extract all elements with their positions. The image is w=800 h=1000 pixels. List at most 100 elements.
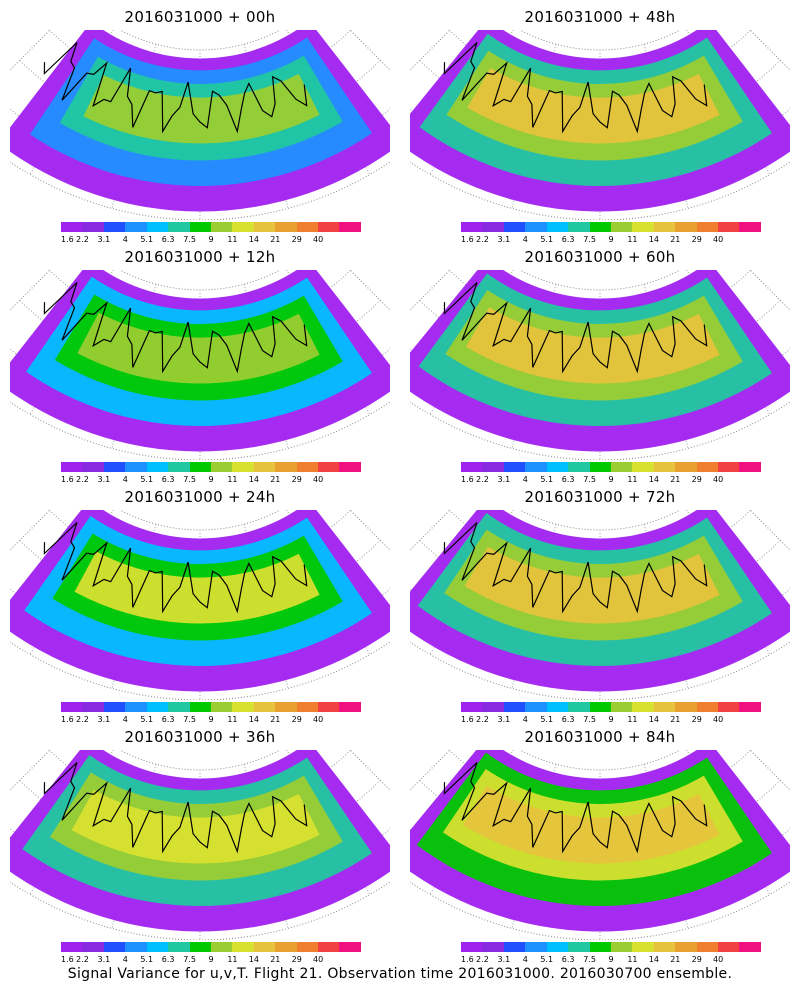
colorbar-swatch [503, 702, 526, 712]
colorbar-swatch [189, 942, 211, 952]
variance-map [410, 510, 790, 700]
colorbar-tick-label: 2.2 [476, 235, 489, 244]
colorbar-swatch [339, 702, 361, 712]
colorbar-tick-label: 14 [248, 475, 259, 484]
colorbar-swatch [103, 942, 126, 952]
colorbar-tick-label: 21 [270, 475, 281, 484]
variance-contour-band [465, 307, 720, 384]
colorbar-swatch [253, 462, 276, 472]
map-panel: 2016031000 + 12h 1.6 2.2 3.1 4 5.1 6.3 7.5 9 11 14… [0, 240, 400, 485]
colorbar-swatch [589, 942, 611, 952]
colorbar-swatch [568, 462, 590, 472]
colorbar-tick-label: 14 [248, 235, 259, 244]
colorbar-swatch [482, 702, 504, 712]
colorbar-swatch [696, 222, 719, 232]
colorbar [61, 702, 361, 712]
colorbar-swatch [146, 462, 169, 472]
colorbar-tick-label: 9 [608, 235, 614, 244]
colorbar-swatch [739, 942, 761, 952]
panel-title: 2016031000 + 48h [524, 8, 676, 26]
colorbar-swatch [146, 702, 169, 712]
colorbar-tick-label: 3.1 [97, 715, 111, 724]
colorbar-swatch [632, 702, 654, 712]
colorbar-tick-label: 40 [713, 475, 724, 484]
map-panel: 2016031000 + 72h 1.6 2.2 3.1 4 5.1 6.3 7.5 9 11 14… [400, 480, 800, 725]
colorbar [461, 942, 761, 952]
colorbar-swatch [675, 942, 697, 952]
colorbar-tick-label: 21 [670, 235, 681, 244]
panel-title: 2016031000 + 00h [124, 8, 276, 26]
colorbar-swatch [632, 942, 654, 952]
colorbar-tick-label: 11 [227, 955, 238, 964]
panel-title: 2016031000 + 36h [124, 728, 276, 746]
variance-map [10, 270, 390, 460]
colorbar-tick-label: 7.5 [583, 475, 596, 484]
colorbar-tick-label: 14 [248, 955, 259, 964]
map-panel: 2016031000 + 48h 1.6 2.2 3.1 4 5.1 6.3 7.5 9 11 14… [400, 0, 800, 245]
colorbar-tick-label: 6.3 [161, 475, 175, 484]
colorbar-tick-label: 21 [670, 475, 681, 484]
colorbar-swatch [525, 702, 547, 712]
map-panel: 2016031000 + 24h 1.6 2.2 3.1 4 5.1 6.3 7.5 9 11 14… [0, 480, 400, 725]
panel-title: 2016031000 + 72h [524, 488, 676, 506]
colorbar-swatch [125, 702, 147, 712]
colorbar-swatch [275, 222, 297, 232]
colorbar-ticks: 1.6 2.2 3.1 4 5.1 6.3 7.5 9 11 14 21 29 40 [61, 715, 361, 725]
colorbar-swatch [339, 462, 361, 472]
colorbar-tick-label: 7.5 [583, 715, 596, 724]
colorbar-tick-label: 21 [670, 955, 681, 964]
colorbar-swatch [168, 222, 190, 232]
colorbar-tick-label: 14 [648, 235, 659, 244]
colorbar-tick-label: 3.1 [497, 475, 511, 484]
colorbar-tick-label: 2.2 [476, 715, 489, 724]
colorbar-tick-label: 6.3 [561, 475, 575, 484]
colorbar-tick-label: 40 [713, 955, 724, 964]
variance-map [10, 510, 390, 700]
colorbar-swatch [610, 222, 633, 232]
colorbar-tick-label: 1.6 [461, 475, 474, 484]
colorbar-tick-label: 29 [291, 715, 302, 724]
colorbar-tick-label: 21 [670, 715, 681, 724]
colorbar-tick-label: 21 [270, 955, 281, 964]
colorbar-swatch [696, 942, 719, 952]
colorbar-tick-label: 11 [227, 715, 238, 724]
colorbar-swatch [675, 222, 697, 232]
colorbar-swatch [568, 942, 590, 952]
colorbar-swatch [739, 702, 761, 712]
colorbar-swatch [253, 702, 276, 712]
colorbar-tick-label: 7.5 [183, 955, 196, 964]
colorbar-swatch [275, 462, 297, 472]
colorbar-tick-label: 5.1 [540, 235, 554, 244]
colorbar-swatch [275, 702, 297, 712]
colorbar-tick-label: 14 [648, 715, 659, 724]
colorbar-tick-label: 1.6 [461, 955, 474, 964]
colorbar-tick-label: 9 [208, 955, 214, 964]
variance-contour-band [77, 312, 320, 384]
colorbar-tick-label: 11 [227, 475, 238, 484]
colorbar-swatch [503, 462, 526, 472]
colorbar-swatch [696, 462, 719, 472]
colorbar-swatch [103, 462, 126, 472]
colorbar-swatch [653, 462, 676, 472]
colorbar-ticks: 1.6 2.2 3.1 4 5.1 6.3 7.5 9 11 14 21 29 40 [61, 235, 361, 245]
colorbar-tick-label: 40 [313, 475, 324, 484]
coastline [443, 282, 708, 374]
colorbar-swatch [189, 702, 211, 712]
colorbar-swatch [482, 222, 504, 232]
colorbar-swatch [546, 702, 569, 712]
variance-contour-band [83, 73, 320, 144]
colorbar-swatch [503, 942, 526, 952]
colorbar [461, 462, 761, 472]
colorbar-swatch [461, 222, 483, 232]
colorbar [61, 462, 361, 472]
colorbar-swatch [525, 222, 547, 232]
colorbar-tick-label: 3.1 [97, 475, 111, 484]
colorbar-swatch [296, 222, 319, 232]
colorbar-swatch [653, 222, 676, 232]
colorbar-swatch [146, 942, 169, 952]
map-panel: 2016031000 + 36h 1.6 2.2 3.1 4 5.1 6.3 7.5 9 11 14… [0, 720, 400, 965]
variance-map [10, 750, 390, 940]
colorbar-swatch [125, 942, 147, 952]
colorbar-swatch [653, 942, 676, 952]
colorbar-tick-label: 2.2 [76, 955, 89, 964]
